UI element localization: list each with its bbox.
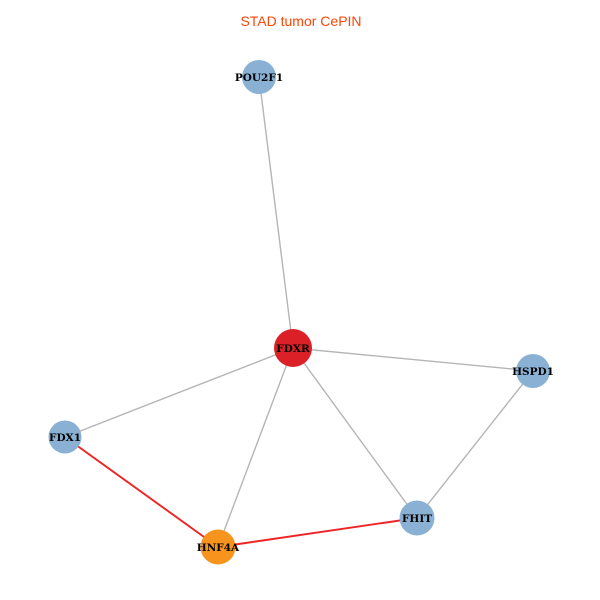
node-label-POU2F1: POU2F1	[235, 72, 283, 84]
edges-layer	[64, 76, 534, 548]
node-HNF4A	[200, 529, 236, 565]
node-label-FDXR: FDXR	[276, 343, 310, 355]
node-FHIT	[399, 500, 435, 536]
node-label-FHIT: FHIT	[402, 513, 432, 525]
nodes-layer	[48, 60, 550, 565]
node-FDX1	[48, 420, 82, 454]
node-label-FDX1: FDX1	[49, 432, 81, 444]
edge-POU2F1-FDXR	[258, 76, 294, 349]
edge-FDX1-HNF4A	[64, 436, 219, 548]
labels-layer: POU2F1 FDXR HSPD1 FDX1 FHIT HNF4A	[49, 72, 554, 554]
node-label-HSPD1: HSPD1	[512, 366, 554, 378]
edge-FDXR-FHIT	[292, 347, 418, 519]
node-label-HNF4A: HNF4A	[197, 542, 240, 554]
node-HSPD1	[516, 354, 550, 388]
edge-FDXR-FDX1	[64, 347, 294, 438]
edge-FHIT-HSPD1	[416, 370, 534, 519]
edge-FDXR-HNF4A	[217, 347, 294, 548]
node-FDXR	[274, 329, 312, 367]
edge-FDXR-HSPD1	[292, 347, 534, 372]
plot-title: STAD tumor CePIN	[240, 13, 361, 29]
edge-HNF4A-FHIT	[217, 517, 418, 548]
node-POU2F1	[242, 60, 276, 94]
